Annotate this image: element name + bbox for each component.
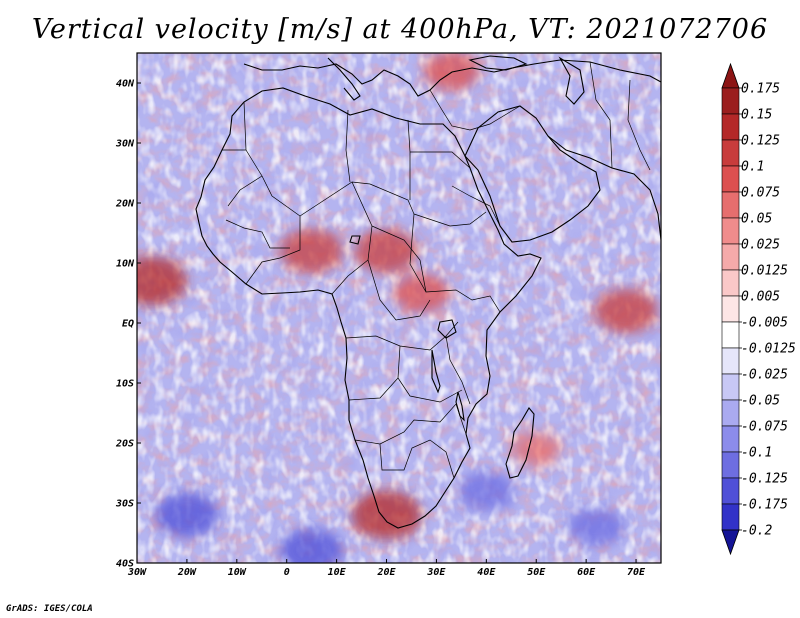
plot-frame xyxy=(136,52,662,564)
anomaly-central-africa-updraft xyxy=(393,273,450,313)
lake-tanganyika xyxy=(431,349,441,394)
plot-title: Vertical velocity [m/s] at 400hPa, VT: 2… xyxy=(31,14,769,45)
colorbar-swatch xyxy=(721,399,740,427)
colorbar-bottom-arrow xyxy=(721,529,740,556)
colorbar-swatch xyxy=(721,477,740,505)
colorbar-label: 0.025 xyxy=(741,238,780,253)
colorbar-label: -0.1 xyxy=(741,446,772,461)
x-tick-label: 60E xyxy=(577,567,596,578)
colorbar-label: -0.175 xyxy=(741,498,788,513)
y-tick-label: 10N xyxy=(116,259,135,270)
colorbar-label: -0.025 xyxy=(741,368,788,383)
caspian-sea xyxy=(558,56,585,105)
colorbar-swatch xyxy=(721,451,740,479)
y-tick-label: 20S xyxy=(115,439,134,450)
colorbar-label: -0.0125 xyxy=(741,342,796,357)
black-sea xyxy=(468,55,528,71)
colorbar-label: -0.2 xyxy=(741,524,772,539)
x-tick-label: 30W xyxy=(127,567,147,578)
field-texture-cool xyxy=(137,53,661,563)
colorbar-swatch xyxy=(721,425,740,453)
anomaly-indian-ocean-subsidence xyxy=(458,471,515,511)
anomaly-southern-ocean-subsidence xyxy=(280,528,344,563)
y-tick-label: 40N xyxy=(116,79,135,90)
x-tick-label: 40E xyxy=(477,567,496,578)
persian-gulf-coast xyxy=(547,135,661,241)
europe-coastline xyxy=(243,59,661,97)
anomaly-turkey-updraft xyxy=(423,53,480,91)
colorbar-swatch xyxy=(721,269,740,297)
y-tick-label: 40S xyxy=(116,559,134,570)
plot-area xyxy=(137,53,661,563)
y-tick-label: 10S xyxy=(116,379,134,390)
colorbar-label: 0.005 xyxy=(741,290,780,305)
y-tick-label: 30N xyxy=(115,139,135,150)
colorbar-swatch xyxy=(721,113,740,141)
colorbar-swatch xyxy=(721,503,740,531)
lake-malawi xyxy=(455,391,465,422)
colorbar-label: 0.125 xyxy=(741,134,780,149)
anomaly-chad-updraft xyxy=(355,228,419,274)
colorbar-label: 0.0125 xyxy=(741,264,788,279)
lake-chad xyxy=(349,235,361,245)
colorbar-label: -0.075 xyxy=(741,420,788,435)
x-tick-label: 30E xyxy=(426,567,446,578)
colorbar-label: 0.1 xyxy=(741,160,764,175)
colorbar-label: -0.05 xyxy=(741,394,780,409)
colorbar-label: 0.075 xyxy=(741,186,780,201)
x-tick-label: 20E xyxy=(376,567,396,578)
colorbar-label: -0.125 xyxy=(741,472,788,487)
italy-coastline xyxy=(327,57,361,101)
y-tick-label: EQ xyxy=(122,319,134,330)
x-tick-label: 20W xyxy=(177,567,197,578)
anomaly-arabian-sea-updraft xyxy=(594,288,658,334)
colorbar-label: 0.15 xyxy=(741,108,772,123)
x-axis: 30W 20W 10W 0 10E 20E 30E 40E 50E 60E 70E xyxy=(127,559,646,578)
colorbar-swatch xyxy=(721,165,740,193)
y-axis: 40N 30N 20N 10N EQ 10S 20S 30S 40S xyxy=(115,79,141,570)
colorbar-swatch xyxy=(721,139,740,167)
anomaly-southwest-indian-subsidence xyxy=(568,507,625,547)
colorbar-label: 0.175 xyxy=(741,82,780,97)
lake-victoria xyxy=(437,319,457,339)
madagascar-coastline xyxy=(505,407,535,479)
x-tick-label: 10W xyxy=(228,567,247,578)
anomaly-mozambique-channel-updraft xyxy=(511,431,561,467)
colorbar-swatch xyxy=(721,217,740,245)
anomaly-south-africa-updraft xyxy=(351,490,422,540)
coastlines-and-borders xyxy=(195,55,661,529)
colorbar-label: -0.005 xyxy=(741,316,788,331)
x-tick-label: 50E xyxy=(527,567,546,578)
colorbar-swatch xyxy=(721,87,740,115)
colorbar-swatch xyxy=(721,191,740,219)
colorbar-swatch xyxy=(721,373,740,401)
anomaly-south-atlantic-subsidence xyxy=(155,492,219,538)
anomaly-sahel-nigeria-updraft xyxy=(280,228,344,274)
colorbar-swatch xyxy=(721,295,740,323)
anomaly-gulf-of-guinea-west-updraft xyxy=(137,256,187,306)
anomaly-layer xyxy=(137,53,658,563)
colorbar-label: 0.05 xyxy=(741,212,772,227)
x-tick-label: 0 xyxy=(284,567,290,578)
colorbar-top-arrow xyxy=(721,62,740,89)
colorbar-swatch xyxy=(721,243,740,271)
y-tick-label: 30S xyxy=(115,499,134,510)
x-tick-label: 10E xyxy=(328,567,347,578)
x-tick-label: 70E xyxy=(627,567,646,578)
colorbar: 0.175 0.15 0.125 0.1 0.075 0.05 0.025 0.0125 0.0… xyxy=(721,62,796,556)
grads-credit: GrADS: IGES/COLA xyxy=(6,604,93,614)
colorbar-swatch xyxy=(721,347,740,375)
country-borders xyxy=(222,61,651,479)
y-tick-label: 20N xyxy=(115,199,135,210)
colorbar-swatch xyxy=(721,321,740,349)
